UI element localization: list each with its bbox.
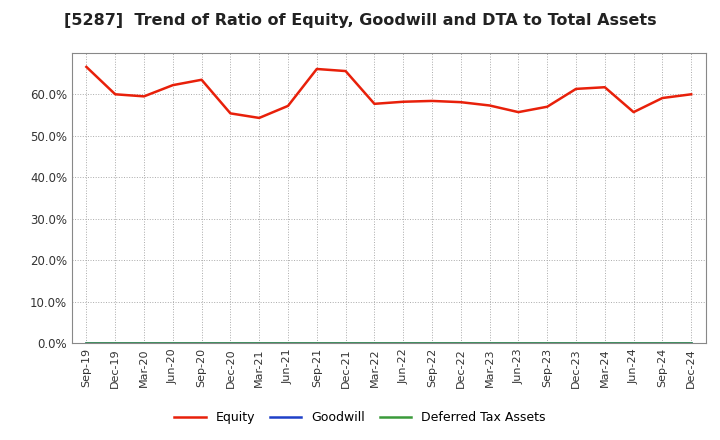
Deferred Tax Assets bbox=[687, 341, 696, 346]
Goodwill bbox=[284, 341, 292, 346]
Deferred Tax Assets bbox=[140, 341, 148, 346]
Deferred Tax Assets bbox=[255, 341, 264, 346]
Equity bbox=[312, 66, 321, 72]
Goodwill bbox=[312, 341, 321, 346]
Deferred Tax Assets bbox=[658, 341, 667, 346]
Equity bbox=[456, 99, 465, 105]
Equity bbox=[514, 110, 523, 115]
Deferred Tax Assets bbox=[572, 341, 580, 346]
Deferred Tax Assets bbox=[600, 341, 609, 346]
Equity bbox=[399, 99, 408, 104]
Equity bbox=[543, 104, 552, 110]
Goodwill bbox=[111, 341, 120, 346]
Equity bbox=[284, 103, 292, 109]
Deferred Tax Assets bbox=[82, 341, 91, 346]
Line: Equity: Equity bbox=[86, 67, 691, 118]
Goodwill bbox=[600, 341, 609, 346]
Deferred Tax Assets bbox=[456, 341, 465, 346]
Goodwill bbox=[341, 341, 350, 346]
Deferred Tax Assets bbox=[168, 341, 177, 346]
Deferred Tax Assets bbox=[428, 341, 436, 346]
Goodwill bbox=[543, 341, 552, 346]
Goodwill bbox=[255, 341, 264, 346]
Goodwill bbox=[572, 341, 580, 346]
Equity bbox=[658, 95, 667, 101]
Goodwill bbox=[658, 341, 667, 346]
Deferred Tax Assets bbox=[341, 341, 350, 346]
Equity bbox=[168, 83, 177, 88]
Goodwill bbox=[428, 341, 436, 346]
Equity bbox=[600, 84, 609, 90]
Legend: Equity, Goodwill, Deferred Tax Assets: Equity, Goodwill, Deferred Tax Assets bbox=[169, 407, 551, 429]
Equity bbox=[687, 92, 696, 97]
Deferred Tax Assets bbox=[226, 341, 235, 346]
Deferred Tax Assets bbox=[197, 341, 206, 346]
Deferred Tax Assets bbox=[111, 341, 120, 346]
Equity bbox=[140, 94, 148, 99]
Goodwill bbox=[399, 341, 408, 346]
Goodwill bbox=[140, 341, 148, 346]
Text: [5287]  Trend of Ratio of Equity, Goodwill and DTA to Total Assets: [5287] Trend of Ratio of Equity, Goodwil… bbox=[63, 13, 657, 28]
Deferred Tax Assets bbox=[629, 341, 638, 346]
Equity bbox=[370, 101, 379, 106]
Goodwill bbox=[168, 341, 177, 346]
Equity bbox=[341, 68, 350, 73]
Equity bbox=[255, 115, 264, 121]
Deferred Tax Assets bbox=[514, 341, 523, 346]
Goodwill bbox=[370, 341, 379, 346]
Equity bbox=[111, 92, 120, 97]
Equity bbox=[629, 110, 638, 115]
Goodwill bbox=[514, 341, 523, 346]
Goodwill bbox=[485, 341, 494, 346]
Goodwill bbox=[687, 341, 696, 346]
Equity bbox=[197, 77, 206, 82]
Deferred Tax Assets bbox=[312, 341, 321, 346]
Deferred Tax Assets bbox=[399, 341, 408, 346]
Goodwill bbox=[197, 341, 206, 346]
Goodwill bbox=[456, 341, 465, 346]
Equity bbox=[226, 111, 235, 116]
Equity bbox=[428, 98, 436, 103]
Goodwill bbox=[629, 341, 638, 346]
Goodwill bbox=[226, 341, 235, 346]
Equity bbox=[82, 64, 91, 70]
Deferred Tax Assets bbox=[370, 341, 379, 346]
Deferred Tax Assets bbox=[543, 341, 552, 346]
Equity bbox=[572, 86, 580, 92]
Equity bbox=[485, 103, 494, 108]
Deferred Tax Assets bbox=[284, 341, 292, 346]
Goodwill bbox=[82, 341, 91, 346]
Deferred Tax Assets bbox=[485, 341, 494, 346]
